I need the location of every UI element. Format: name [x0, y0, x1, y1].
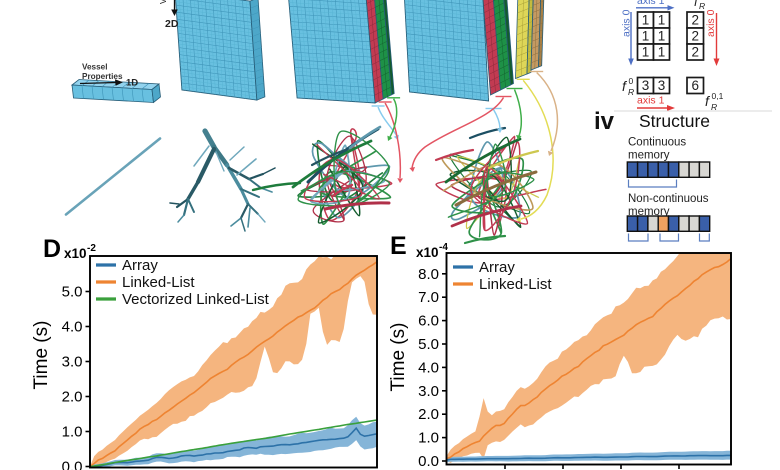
- svg-text:Time (s): Time (s): [388, 323, 409, 392]
- svg-text:Vectorized Linked-List: Vectorized Linked-List: [122, 291, 270, 308]
- svg-text:R: R: [699, 1, 705, 11]
- svg-text:2.0: 2.0: [418, 406, 439, 423]
- svg-text:-2: -2: [87, 243, 96, 254]
- svg-text:0.0: 0.0: [62, 459, 83, 470]
- svg-text:4.0: 4.0: [62, 319, 83, 336]
- svg-text:R: R: [628, 87, 634, 97]
- svg-text:Non-continuous: Non-continuous: [628, 193, 709, 205]
- svg-text:4.0: 4.0: [418, 359, 439, 376]
- svg-text:Linked-List: Linked-List: [479, 276, 552, 293]
- svg-text:3.0: 3.0: [62, 354, 83, 371]
- svg-text:6.0: 6.0: [418, 313, 439, 330]
- svg-text:1: 1: [642, 13, 650, 28]
- svg-text:f: f: [694, 0, 699, 9]
- svg-text:6: 6: [691, 78, 699, 93]
- svg-text:0: 0: [629, 76, 634, 86]
- svg-text:2: 2: [691, 45, 699, 60]
- svg-text:memory: memory: [628, 206, 670, 218]
- svg-text:axis 1: axis 1: [637, 0, 665, 7]
- svg-text:Array: Array: [122, 257, 158, 274]
- svg-text:5.0: 5.0: [418, 336, 439, 353]
- svg-text:1: 1: [642, 45, 650, 60]
- svg-text:0.0: 0.0: [418, 453, 439, 470]
- svg-text:x10: x10: [64, 246, 87, 261]
- svg-text:Structure: Structure: [639, 111, 710, 131]
- svg-text:Properties: Properties: [82, 72, 123, 81]
- svg-text:1D: 1D: [126, 78, 138, 89]
- svg-text:2: 2: [691, 29, 699, 44]
- svg-text:-4: -4: [439, 242, 448, 253]
- svg-text:3.0: 3.0: [418, 383, 439, 400]
- svg-text:3: 3: [642, 78, 650, 93]
- svg-text:Continuous: Continuous: [628, 137, 686, 149]
- svg-text:7.0: 7.0: [418, 289, 439, 306]
- svg-text:axis 0: axis 0: [621, 9, 633, 37]
- svg-text:Ve: Ve: [159, 0, 168, 4]
- svg-text:1: 1: [658, 29, 666, 44]
- svg-text:1: 1: [642, 29, 650, 44]
- svg-text:2D: 2D: [165, 18, 179, 30]
- svg-text:memory: memory: [628, 150, 670, 162]
- svg-text:axis 1: axis 1: [637, 95, 665, 107]
- svg-text:3: 3: [658, 78, 666, 93]
- svg-text:Linked-List: Linked-List: [122, 274, 195, 291]
- svg-text:E: E: [390, 232, 407, 260]
- svg-text:Time (s): Time (s): [31, 321, 52, 390]
- svg-text:0,1: 0,1: [712, 91, 724, 101]
- svg-text:iv: iv: [594, 108, 615, 135]
- svg-text:1: 1: [658, 13, 666, 28]
- svg-text:D: D: [43, 235, 61, 263]
- svg-text:2: 2: [691, 13, 699, 28]
- svg-text:2.0: 2.0: [62, 389, 83, 406]
- svg-text:Array: Array: [479, 259, 515, 276]
- svg-text:1: 1: [658, 45, 666, 60]
- svg-text:8.0: 8.0: [418, 266, 439, 283]
- svg-text:axis 0: axis 0: [705, 9, 717, 37]
- svg-text:x10: x10: [416, 245, 439, 260]
- svg-text:1.0: 1.0: [62, 424, 83, 441]
- svg-text:R: R: [711, 102, 717, 112]
- svg-text:f: f: [705, 93, 711, 109]
- svg-text:1.0: 1.0: [418, 430, 439, 447]
- svg-text:f: f: [622, 78, 628, 94]
- svg-text:5.0: 5.0: [62, 284, 83, 301]
- svg-text:Vessel: Vessel: [82, 63, 108, 72]
